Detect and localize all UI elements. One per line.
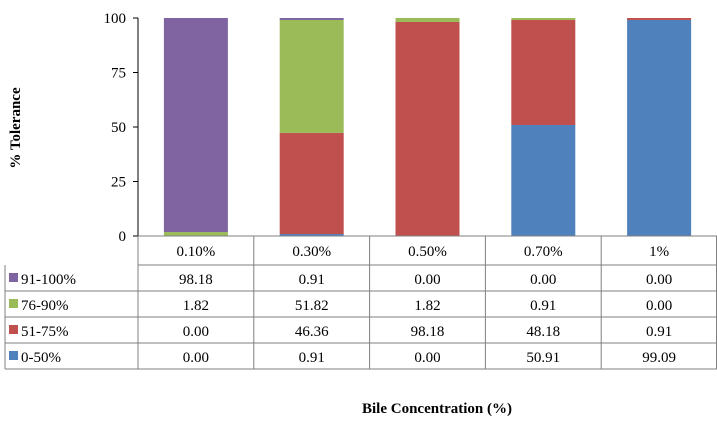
legend-label-51-75: 51-75% xyxy=(21,324,69,340)
data-label-76-90-0-50: 1.82 xyxy=(414,298,440,314)
y-axis-label: % Tolerance xyxy=(8,87,24,169)
data-label-91-100-0-10: 98.18 xyxy=(179,272,213,288)
legend-key-51-75 xyxy=(9,325,18,334)
data-label-0-50-0-10: 0.00 xyxy=(183,350,209,366)
data-label-76-90-0-70: 0.91 xyxy=(530,298,556,314)
bar-76-90-0-10 xyxy=(163,232,228,236)
data-label-91-100-1: 0.00 xyxy=(646,272,672,288)
data-label-76-90-1: 0.00 xyxy=(646,298,672,314)
data-label-76-90-0-30: 51.82 xyxy=(295,298,329,314)
category-label-0-70: 0.70% xyxy=(524,244,563,260)
data-label-76-90-0-10: 1.82 xyxy=(183,298,209,314)
legend-key-91-100 xyxy=(9,273,18,282)
data-label-0-50-0-30: 0.91 xyxy=(299,350,325,366)
bar-91-100-0-10 xyxy=(163,18,228,233)
bars-layer xyxy=(163,18,692,237)
data-label-51-75-0-10: 0.00 xyxy=(183,324,209,340)
bar-0-50-0-30 xyxy=(279,234,344,236)
category-label-0-10: 0.10% xyxy=(177,244,216,260)
bar-76-90-0-70 xyxy=(511,18,576,20)
y-tick-label: 75 xyxy=(111,66,126,82)
data-table: 0.10% 0.30% 0.50% 0.70% 1% 91-100% 98.18 0.91 0.… xyxy=(4,235,717,370)
legend-label-76-90: 76-90% xyxy=(21,298,69,314)
data-label-0-50-1: 99.09 xyxy=(642,350,676,366)
data-label-0-50-0-70: 50.91 xyxy=(526,350,560,366)
bar-76-90-0-30 xyxy=(279,19,344,133)
data-label-91-100-0-50: 0.00 xyxy=(414,272,440,288)
category-label-0-50: 0.50% xyxy=(408,244,447,260)
x-axis-label: Bile Concentration (%) xyxy=(362,401,512,417)
bar-51-75-1 xyxy=(627,18,692,20)
bar-91-100-0-30 xyxy=(279,18,344,20)
bar-51-75-0-50 xyxy=(395,21,460,236)
data-label-51-75-0-50: 98.18 xyxy=(411,324,445,340)
bar-51-75-0-70 xyxy=(511,19,576,126)
bar-76-90-0-50 xyxy=(395,18,460,22)
data-label-91-100-0-70: 0.00 xyxy=(530,272,556,288)
bar-0-50-0-70 xyxy=(511,125,576,236)
category-label-1: 1% xyxy=(649,244,669,260)
legend-key-0-50 xyxy=(9,351,18,360)
y-tick-label: 50 xyxy=(111,120,126,136)
legend-key-76-90 xyxy=(9,299,18,308)
y-tick-label: 0 xyxy=(119,229,127,245)
data-label-0-50-0-50: 0.00 xyxy=(414,350,440,366)
data-label-91-100-0-30: 0.91 xyxy=(299,272,325,288)
legend-label-91-100: 91-100% xyxy=(21,272,76,288)
axis-layer: 0 25 50 75 100 xyxy=(104,11,139,245)
data-label-51-75-1: 0.91 xyxy=(646,324,672,340)
y-tick-label: 25 xyxy=(111,175,126,191)
data-label-51-75-0-70: 48.18 xyxy=(526,324,560,340)
legend-label-0-50: 0-50% xyxy=(21,350,61,366)
bar-51-75-0-30 xyxy=(279,132,344,235)
bar-0-50-1 xyxy=(627,19,692,237)
y-tick-label: 100 xyxy=(104,11,127,27)
category-label-0-30: 0.30% xyxy=(292,244,331,260)
data-label-51-75-0-30: 46.36 xyxy=(295,324,329,340)
